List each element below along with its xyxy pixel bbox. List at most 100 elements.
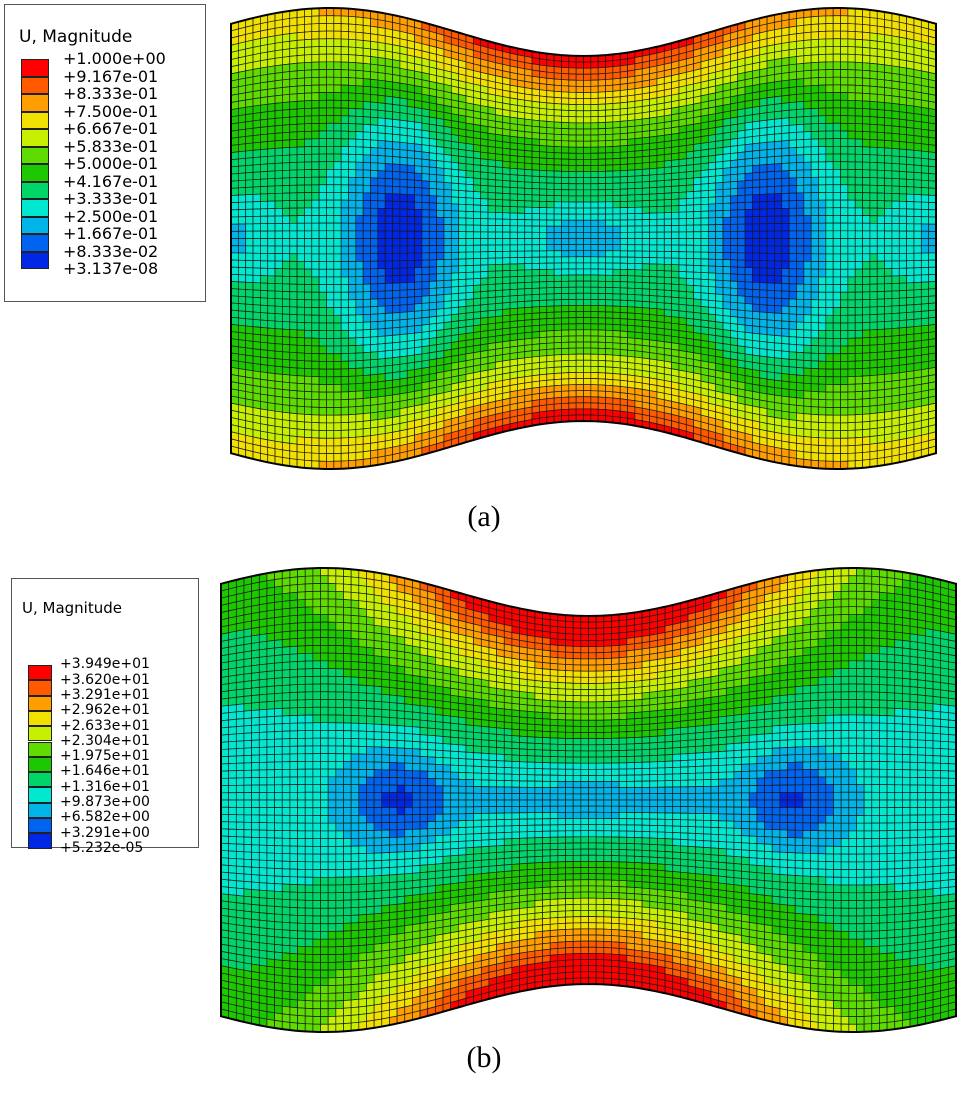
mesh-element bbox=[825, 84, 834, 94]
mesh-element bbox=[619, 238, 628, 246]
mesh-element bbox=[568, 67, 577, 75]
mesh-element bbox=[737, 266, 746, 275]
mesh-element bbox=[928, 238, 937, 247]
mesh-element bbox=[487, 257, 496, 266]
mesh-element bbox=[568, 280, 577, 288]
mesh-element bbox=[832, 238, 841, 247]
mesh-element bbox=[237, 317, 247, 327]
mesh-element bbox=[509, 250, 518, 259]
mesh-element bbox=[597, 311, 606, 319]
mesh-element bbox=[619, 250, 628, 258]
mesh-element bbox=[869, 207, 878, 217]
mesh-element bbox=[443, 196, 452, 205]
mesh-element bbox=[627, 231, 636, 239]
mesh-element bbox=[531, 194, 540, 202]
mesh-element bbox=[590, 73, 599, 81]
mesh-element bbox=[531, 200, 540, 208]
mesh-element bbox=[744, 114, 753, 124]
mesh-element bbox=[612, 133, 621, 141]
mesh-element bbox=[810, 161, 819, 171]
mesh-element bbox=[759, 296, 768, 306]
mesh-element bbox=[260, 260, 269, 269]
mesh-element bbox=[487, 165, 496, 174]
mesh-element bbox=[854, 100, 863, 109]
mesh-element bbox=[803, 367, 812, 377]
mesh-element bbox=[832, 38, 841, 47]
mesh-element bbox=[531, 238, 540, 246]
mesh-element bbox=[818, 176, 827, 186]
mesh-element bbox=[700, 306, 709, 315]
mesh-element bbox=[678, 184, 687, 193]
mesh-element bbox=[862, 176, 871, 186]
mesh-element bbox=[428, 145, 437, 154]
mesh-element bbox=[605, 127, 614, 135]
mesh-element bbox=[663, 238, 672, 246]
mesh-element bbox=[700, 148, 709, 158]
mesh-element bbox=[355, 192, 364, 201]
mesh-element bbox=[634, 319, 643, 327]
mesh-element bbox=[678, 198, 687, 206]
mesh-element bbox=[458, 176, 467, 185]
mesh-element bbox=[230, 122, 239, 132]
mesh-element bbox=[495, 283, 504, 291]
mesh-element bbox=[531, 281, 540, 289]
mesh-element bbox=[318, 399, 327, 408]
mesh-element bbox=[913, 325, 922, 335]
mesh-element bbox=[465, 318, 474, 328]
mesh-element bbox=[318, 291, 327, 301]
mesh-element bbox=[891, 80, 900, 90]
mesh-element bbox=[553, 348, 562, 356]
mesh-element bbox=[267, 350, 276, 360]
mesh-element bbox=[840, 7, 849, 17]
mesh-element bbox=[392, 304, 401, 314]
mesh-element bbox=[590, 274, 599, 282]
mesh-element bbox=[333, 353, 342, 362]
mesh-element bbox=[575, 335, 584, 343]
mesh-element bbox=[796, 260, 805, 270]
mesh-element bbox=[553, 305, 562, 313]
mesh-element bbox=[260, 185, 269, 195]
mesh-element bbox=[480, 257, 489, 266]
mesh-element bbox=[869, 245, 878, 255]
mesh-element bbox=[289, 245, 298, 255]
mesh-element bbox=[788, 343, 797, 353]
mesh-element bbox=[627, 343, 636, 352]
mesh-element bbox=[920, 259, 930, 269]
mesh-element bbox=[803, 100, 812, 110]
mesh-element bbox=[583, 116, 592, 124]
mesh-element bbox=[531, 293, 540, 302]
mesh-element bbox=[847, 184, 856, 193]
mesh-element bbox=[612, 311, 621, 320]
mesh-element bbox=[671, 218, 680, 226]
mesh-element bbox=[282, 207, 291, 217]
mesh-element bbox=[502, 244, 511, 252]
mesh-element bbox=[612, 71, 621, 80]
mesh-element bbox=[326, 307, 335, 316]
mesh-element bbox=[840, 53, 849, 63]
mesh-element bbox=[707, 238, 717, 246]
mesh-element bbox=[854, 15, 863, 25]
mesh-element bbox=[810, 146, 819, 155]
mesh-element bbox=[289, 382, 298, 392]
mesh-element bbox=[663, 270, 672, 278]
mesh-element bbox=[436, 188, 445, 197]
mesh-element bbox=[304, 261, 313, 270]
mesh-element bbox=[891, 155, 900, 165]
mesh-element bbox=[840, 107, 849, 117]
mesh-element bbox=[803, 138, 812, 148]
mesh-element bbox=[737, 202, 746, 211]
mesh-element bbox=[245, 149, 254, 159]
mesh-element bbox=[443, 258, 452, 267]
mesh-element bbox=[649, 326, 658, 335]
mesh-element bbox=[818, 69, 827, 78]
mesh-element bbox=[472, 244, 482, 253]
mesh-element bbox=[862, 77, 871, 87]
mesh-element bbox=[656, 154, 665, 163]
mesh-element bbox=[818, 99, 827, 109]
mesh-element bbox=[370, 373, 379, 383]
mesh-element bbox=[612, 287, 621, 295]
mesh-element bbox=[304, 92, 313, 102]
mesh-element bbox=[282, 109, 291, 119]
mesh-element bbox=[311, 199, 320, 209]
mesh-element bbox=[605, 170, 614, 178]
